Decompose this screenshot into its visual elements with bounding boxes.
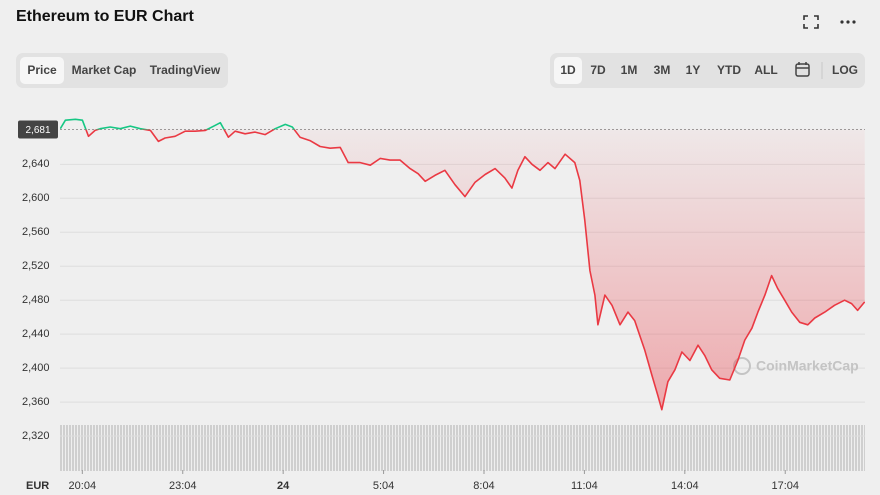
x-tick-label: 23:04 <box>169 480 197 492</box>
y-tick-label: 2,600 <box>22 192 50 204</box>
range-button[interactable]: YTD <box>717 63 741 77</box>
range-button[interactable]: 1Y <box>686 63 701 77</box>
baseline-label: 2,681 <box>25 125 50 136</box>
x-tick-label: 11:04 <box>571 480 598 492</box>
y-tick-label: 2,520 <box>22 260 50 272</box>
x-tick-label: 24 <box>277 480 290 492</box>
x-tick-label: 20:04 <box>69 480 97 492</box>
log-button[interactable]: LOG <box>832 63 858 77</box>
x-tick-label: 5:04 <box>373 480 394 492</box>
watermark: CoinMarketCap <box>756 358 859 374</box>
y-tick-label: 2,320 <box>22 430 50 442</box>
more-icon[interactable] <box>840 20 856 24</box>
y-tick-label: 2,360 <box>22 396 50 408</box>
tab-button[interactable]: TradingView <box>150 63 221 77</box>
x-tick-label: 8:04 <box>473 480 494 492</box>
range-group <box>550 53 865 88</box>
y-tick-label: 2,400 <box>22 362 50 374</box>
chart-title: Ethereum to EUR Chart <box>16 8 194 25</box>
tab-group <box>16 53 228 88</box>
currency-label: EUR <box>26 480 49 492</box>
fullscreen-icon[interactable] <box>803 15 819 29</box>
range-button[interactable]: 1M <box>621 63 638 77</box>
baseline-badge <box>18 120 58 139</box>
y-tick-label: 2,480 <box>22 294 50 306</box>
x-tick-label: 14:04 <box>671 480 699 492</box>
range-button[interactable]: 1D <box>560 63 576 77</box>
y-tick-label: 2,640 <box>22 158 50 170</box>
range-selected <box>554 57 582 84</box>
y-tick-label: 2,560 <box>22 226 50 238</box>
range-button[interactable]: 7D <box>590 63 606 77</box>
tab-selected <box>20 57 64 84</box>
x-tick-label: 17:04 <box>771 480 799 492</box>
calendar-icon[interactable] <box>795 62 810 77</box>
price-line-down <box>85 129 865 411</box>
y-tick-label: 2,440 <box>22 328 50 340</box>
loss-area <box>85 129 865 410</box>
range-button[interactable]: ALL <box>754 63 777 77</box>
range-button[interactable]: 3M <box>654 63 671 77</box>
volume-bars <box>60 425 865 471</box>
tab-button[interactable]: Market Cap <box>72 63 137 77</box>
tab-button[interactable]: Price <box>27 63 57 77</box>
